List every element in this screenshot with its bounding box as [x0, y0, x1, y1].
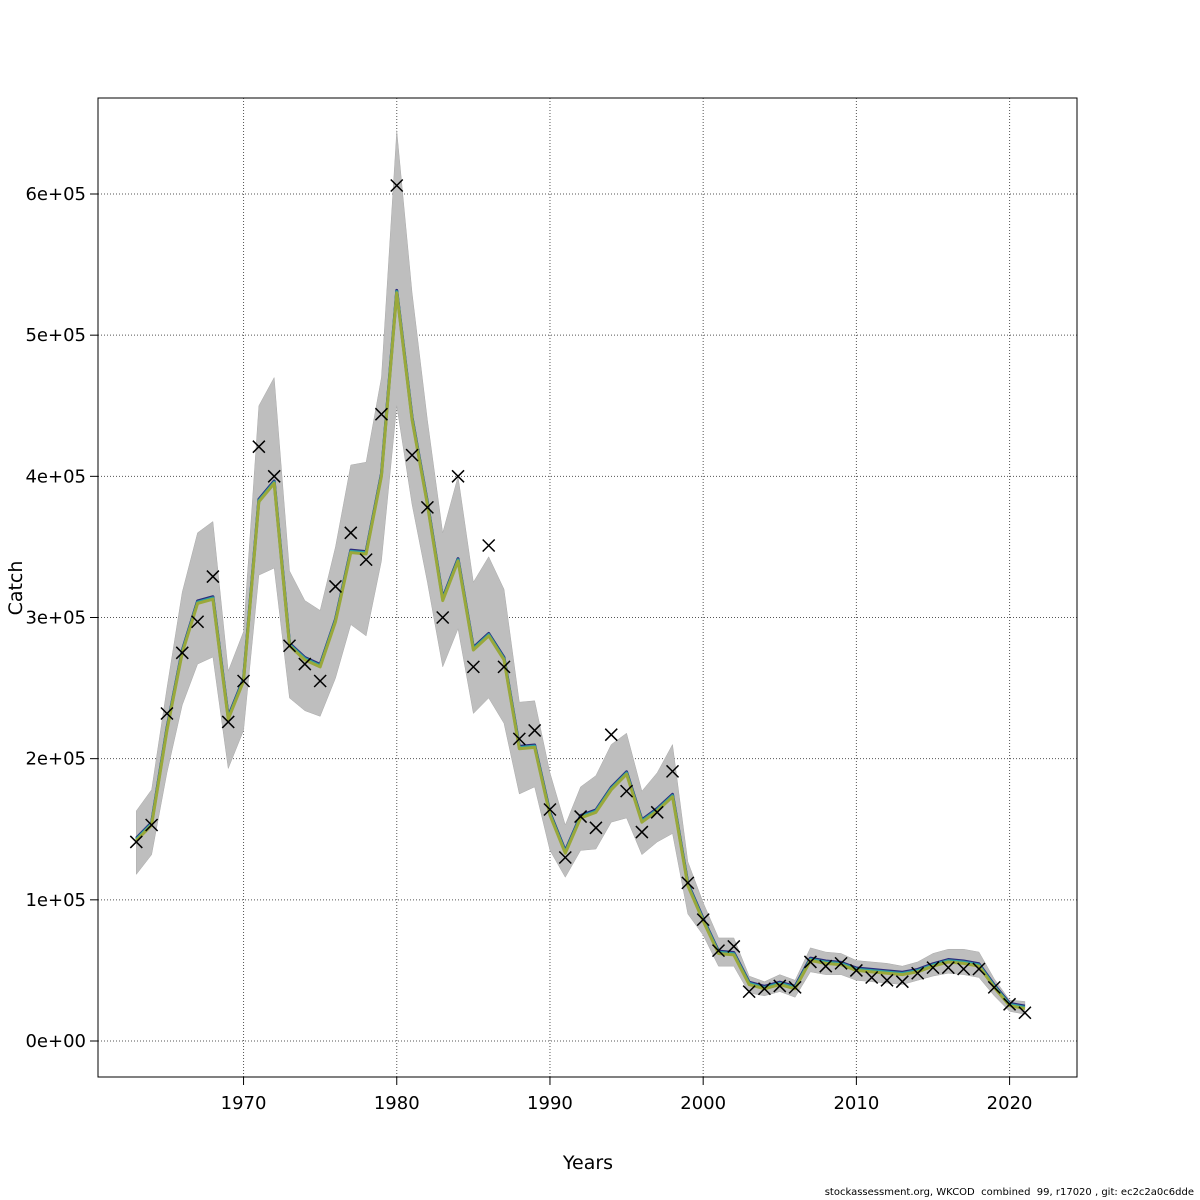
observed-point — [788, 980, 802, 994]
observed-point — [757, 982, 771, 996]
y-axis-label: Catch — [5, 561, 27, 616]
y-tick-label: 6e+05 — [25, 184, 86, 205]
observed-point — [298, 657, 312, 671]
observed-point — [620, 784, 634, 798]
observed-point — [987, 980, 1001, 994]
observed-point — [742, 985, 756, 999]
observed-point — [773, 979, 787, 993]
observed-point — [972, 962, 986, 976]
footer-credit: stockassessment.org, WKCOD combined 99, … — [824, 1187, 1194, 1198]
observed-point — [681, 876, 695, 890]
observed-point — [711, 944, 726, 958]
confidence-band — [136, 130, 1026, 1015]
y-axis: 0e+00 1e+05 2e+05 3e+05 4e+05 5e+05 6e+05 — [25, 184, 98, 1052]
observed-point — [926, 961, 940, 975]
observed-point — [589, 821, 603, 835]
observed-point — [574, 810, 588, 824]
observed-point — [1018, 1006, 1032, 1020]
x-tick-label: 2010 — [833, 1093, 879, 1114]
observed-point — [466, 660, 480, 674]
observed-point — [543, 802, 557, 817]
observed-point — [420, 500, 434, 514]
observed-point — [895, 975, 909, 989]
observed-point — [252, 440, 266, 454]
x-tick-label: 2000 — [680, 1093, 726, 1114]
observed-point — [604, 728, 618, 742]
observed-point — [650, 805, 664, 819]
y-tick-label: 5e+05 — [25, 325, 86, 346]
observed-point — [911, 966, 925, 980]
observed-point — [390, 178, 404, 193]
x-tick-label: 1980 — [374, 1093, 420, 1114]
observed-point — [512, 732, 526, 746]
y-tick-label: 2e+05 — [25, 749, 86, 770]
observed-point — [191, 615, 205, 629]
y-tick-label: 0e+00 — [25, 1031, 86, 1052]
observed-point — [175, 646, 189, 660]
observed-point — [666, 764, 680, 778]
observed-point — [696, 913, 710, 927]
x-tick-label: 1970 — [221, 1093, 267, 1114]
observed-point — [328, 579, 343, 593]
observed-points — [129, 178, 1032, 1020]
plot-frame — [97, 97, 1078, 1078]
observed-point — [206, 570, 220, 584]
x-axis-label: Years — [562, 1152, 613, 1174]
observed-point — [237, 674, 251, 688]
observed-point — [957, 962, 971, 976]
x-axis: 1970 1980 1990 2000 2010 2020 — [221, 1077, 1033, 1114]
observed-point — [374, 407, 388, 421]
observed-point — [344, 526, 358, 540]
observed-point — [941, 961, 955, 975]
y-tick-label: 4e+05 — [25, 466, 86, 487]
observed-point — [635, 825, 649, 839]
observed-point — [145, 818, 159, 832]
observed-point — [834, 956, 848, 970]
observed-point — [282, 639, 297, 653]
observed-point — [497, 660, 511, 674]
observed-point — [865, 970, 879, 985]
x-tick-label: 1990 — [527, 1093, 573, 1114]
observed-point — [129, 835, 143, 849]
observed-point — [267, 469, 281, 483]
x-tick-label: 2020 — [987, 1093, 1033, 1114]
y-tick-label: 3e+05 — [25, 607, 86, 628]
observed-point — [451, 469, 465, 483]
observed-point — [436, 610, 450, 625]
observed-point — [819, 959, 833, 973]
observed-point — [558, 850, 572, 865]
observed-point — [482, 538, 496, 553]
observed-point — [727, 939, 741, 953]
observed-point — [160, 706, 174, 721]
observed-point — [880, 973, 894, 987]
grid — [98, 98, 1077, 1077]
observed-point — [313, 674, 327, 688]
observed-point — [528, 723, 542, 737]
observed-point — [1003, 997, 1017, 1011]
observed-point — [803, 955, 817, 969]
observed-point — [849, 963, 863, 977]
observed-point — [359, 553, 373, 567]
observed-point — [221, 715, 235, 729]
y-tick-label: 1e+05 — [25, 890, 86, 911]
observed-point — [405, 448, 419, 462]
